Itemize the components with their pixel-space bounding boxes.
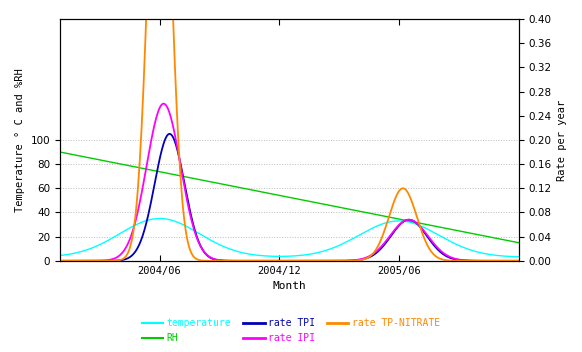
Y-axis label: Rate per year: Rate per year <box>557 99 567 181</box>
X-axis label: Month: Month <box>272 281 306 291</box>
Y-axis label: Temperature ° C and %RH: Temperature ° C and %RH <box>15 68 25 212</box>
Legend: temperature, RH, rate TPI, rate IPI, rate TP-NITRATE: temperature, RH, rate TPI, rate IPI, rat… <box>138 314 444 347</box>
